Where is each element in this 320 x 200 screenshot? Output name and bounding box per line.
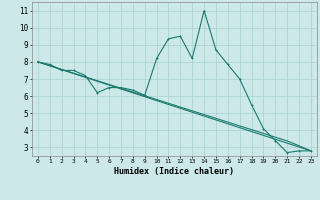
X-axis label: Humidex (Indice chaleur): Humidex (Indice chaleur) [115, 167, 234, 176]
